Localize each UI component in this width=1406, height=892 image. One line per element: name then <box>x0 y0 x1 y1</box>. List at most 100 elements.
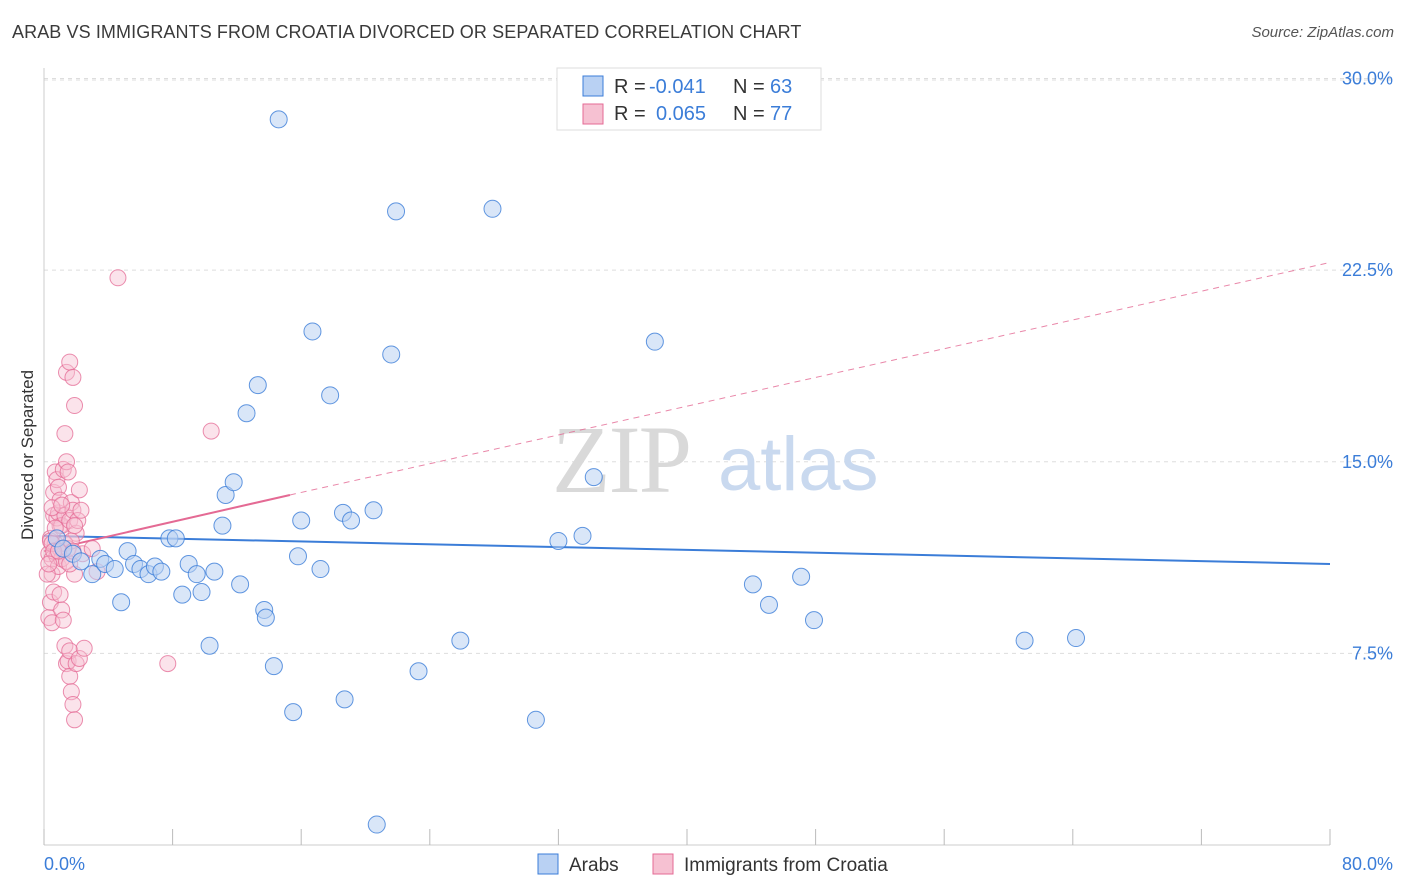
point-arabs <box>483 199 502 218</box>
point-croatia <box>69 512 87 530</box>
point-croatia <box>66 711 84 729</box>
point-arabs <box>71 552 90 571</box>
point-arabs <box>192 583 211 602</box>
point-croatia <box>61 353 79 371</box>
legend-swatch-arabs <box>582 75 604 97</box>
series-swatch-croatia <box>652 853 674 875</box>
trend-line-croatia-extended <box>289 261 1331 496</box>
point-arabs <box>269 110 288 129</box>
y-tick-label: 22.5% <box>1342 260 1393 280</box>
trend-lines <box>43 261 1331 565</box>
point-croatia <box>62 683 80 701</box>
point-arabs <box>342 511 361 530</box>
point-croatia <box>56 425 74 443</box>
point-arabs <box>292 511 311 530</box>
series-label-arabs: Arabs <box>569 855 619 876</box>
y-axis-title: Divorced or Separated <box>18 370 37 540</box>
point-arabs <box>256 608 275 627</box>
point-croatia <box>54 611 72 629</box>
x-tick-label-min: 0.0% <box>44 854 85 874</box>
point-arabs <box>83 565 102 584</box>
data-points <box>38 110 1086 834</box>
point-arabs <box>382 345 401 364</box>
point-croatia <box>64 368 82 386</box>
point-croatia <box>51 586 69 604</box>
axes <box>43 68 1331 846</box>
series-swatch-arabs <box>537 853 559 875</box>
point-arabs <box>584 468 603 487</box>
x-tick-label-max: 80.0% <box>1342 854 1393 874</box>
point-croatia <box>64 695 82 713</box>
series-legend: Arabs Immigrants from Croatia <box>537 853 888 876</box>
point-croatia <box>66 517 84 535</box>
point-arabs <box>231 575 250 594</box>
point-croatia <box>67 655 85 673</box>
point-croatia <box>72 501 90 519</box>
point-arabs <box>152 562 171 581</box>
y-tick-label: 7.5% <box>1352 643 1393 663</box>
series-label-croatia: Immigrants from Croatia <box>684 855 888 876</box>
y-tick-labels: 7.5% 15.0% 22.5% 30.0% <box>1342 69 1393 664</box>
point-arabs <box>311 560 330 579</box>
point-arabs <box>335 690 354 709</box>
point-croatia <box>49 478 67 496</box>
point-croatia <box>75 639 93 657</box>
legend-r-label-arabs: R = <box>614 76 646 98</box>
point-arabs <box>237 404 256 423</box>
point-arabs <box>105 560 124 579</box>
legend-r-value-arabs: -0.041 <box>649 76 706 98</box>
point-croatia <box>58 655 76 673</box>
watermark-zip: ZIP <box>552 406 690 513</box>
point-arabs <box>112 593 131 612</box>
legend-n-value-croatia: 77 <box>770 103 792 125</box>
point-arabs <box>367 815 386 834</box>
point-croatia <box>70 649 88 667</box>
point-arabs <box>549 531 568 550</box>
legend-r-label-croatia: R = <box>614 103 646 125</box>
point-croatia <box>53 496 71 514</box>
point-arabs <box>526 710 545 729</box>
point-arabs <box>288 547 307 566</box>
point-arabs <box>205 562 224 581</box>
point-arabs <box>743 575 762 594</box>
point-croatia <box>43 499 61 517</box>
point-arabs <box>200 636 219 655</box>
trend-line-croatia <box>43 493 291 553</box>
point-arabs <box>645 332 664 351</box>
point-arabs <box>387 202 406 221</box>
gridlines <box>44 78 1393 654</box>
legend-r-value-croatia: 0.065 <box>656 103 706 125</box>
chart-title: ARAB VS IMMIGRANTS FROM CROATIA DIVORCED… <box>12 22 802 42</box>
point-arabs <box>303 322 322 341</box>
legend-n-value-arabs: 63 <box>770 76 792 98</box>
legend-n-label-arabs: N = <box>733 76 765 98</box>
point-arabs <box>451 631 470 650</box>
watermark: ZIP atlas <box>552 406 879 513</box>
point-arabs <box>573 526 592 545</box>
source-label: Source: ZipAtlas.com <box>1251 24 1394 41</box>
point-arabs <box>264 657 283 676</box>
point-arabs <box>284 703 303 722</box>
legend-n-label-croatia: N = <box>733 103 765 125</box>
point-arabs <box>409 662 428 681</box>
point-croatia <box>202 422 220 440</box>
point-croatia <box>159 655 177 673</box>
point-arabs <box>166 529 185 548</box>
y-tick-label: 15.0% <box>1342 452 1393 472</box>
trend-line-arabs <box>43 534 1331 565</box>
point-croatia <box>70 481 88 499</box>
watermark-atlas: atlas <box>718 422 879 507</box>
point-arabs <box>224 473 243 492</box>
point-arabs <box>804 611 823 630</box>
legend-swatch-croatia <box>582 103 604 125</box>
point-croatia <box>109 269 127 287</box>
stats-legend: R = -0.041 N = 63 R = 0.065 N = 77 <box>556 67 822 131</box>
point-croatia <box>40 555 58 573</box>
point-croatia <box>66 397 84 415</box>
point-arabs <box>364 501 383 520</box>
point-arabs <box>187 565 206 584</box>
point-arabs <box>1067 629 1086 648</box>
point-arabs <box>173 585 192 604</box>
point-croatia <box>40 609 58 627</box>
